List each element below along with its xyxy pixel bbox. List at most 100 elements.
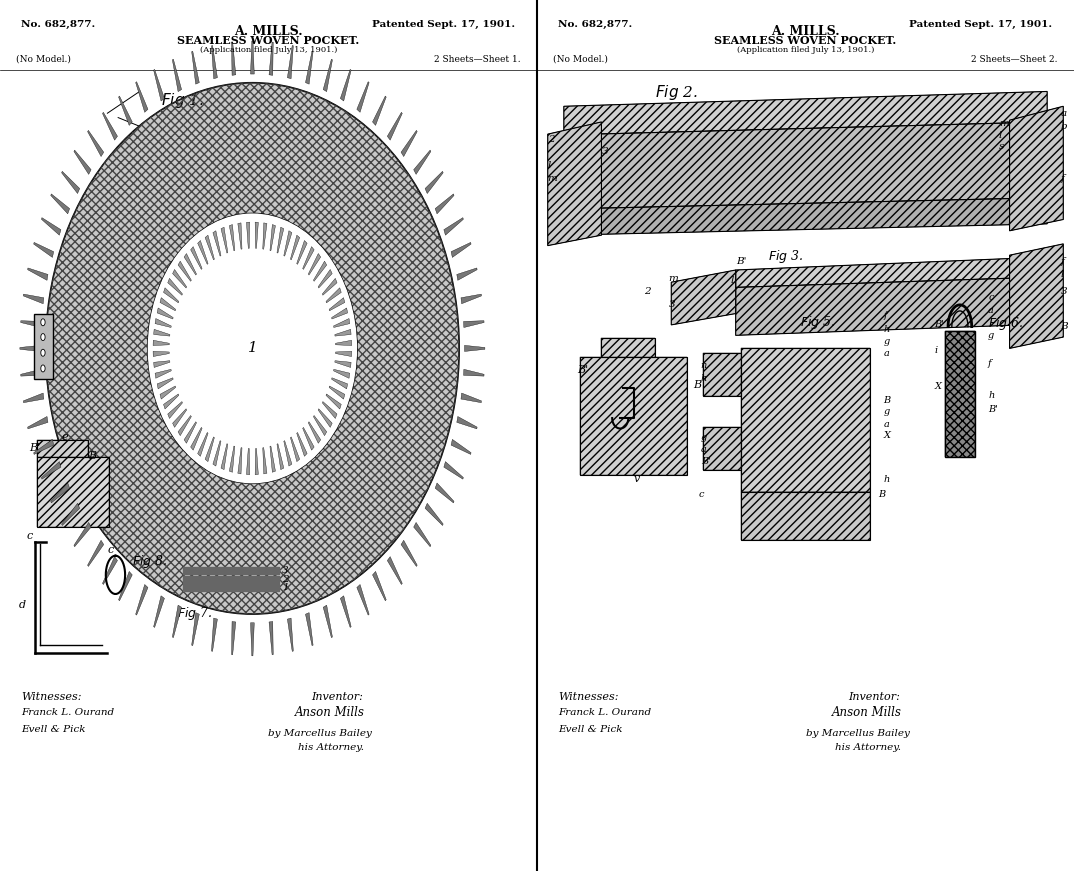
Polygon shape <box>213 441 221 466</box>
Polygon shape <box>154 329 170 336</box>
Text: f: f <box>1060 257 1064 266</box>
Polygon shape <box>232 621 236 655</box>
Text: his Attorney.: his Attorney. <box>285 743 364 752</box>
Polygon shape <box>102 557 117 584</box>
Polygon shape <box>340 70 351 101</box>
Polygon shape <box>163 287 178 303</box>
Polygon shape <box>461 393 481 402</box>
Polygon shape <box>322 279 337 295</box>
Polygon shape <box>451 242 471 258</box>
Polygon shape <box>50 194 70 214</box>
Polygon shape <box>154 341 170 346</box>
Polygon shape <box>401 540 417 566</box>
Text: by Marcellus Bailey: by Marcellus Bailey <box>268 729 373 738</box>
Polygon shape <box>435 194 454 214</box>
Polygon shape <box>232 42 236 76</box>
Text: 2 Sheets—Sheet 1.: 2 Sheets—Sheet 1. <box>434 55 521 64</box>
Polygon shape <box>464 321 484 327</box>
Polygon shape <box>548 122 601 246</box>
Polygon shape <box>332 378 348 388</box>
Polygon shape <box>357 82 369 112</box>
Bar <box>34 314 53 379</box>
Text: g: g <box>700 433 707 442</box>
Text: Evell & Pick: Evell & Pick <box>558 726 623 734</box>
Polygon shape <box>314 261 326 281</box>
Polygon shape <box>263 448 267 474</box>
Text: v: v <box>634 474 640 484</box>
Polygon shape <box>198 240 208 264</box>
Polygon shape <box>154 596 164 627</box>
Text: $\mathit{Fig}$ 5.: $\mathit{Fig}$ 5. <box>800 314 836 331</box>
Text: 2 Sheets—Sheet 2.: 2 Sheets—Sheet 2. <box>971 55 1058 64</box>
Polygon shape <box>288 618 293 652</box>
Polygon shape <box>413 523 431 547</box>
Polygon shape <box>425 503 444 525</box>
Text: l: l <box>548 161 551 170</box>
Text: 2: 2 <box>644 287 651 296</box>
Bar <box>37 440 88 457</box>
Polygon shape <box>373 96 387 125</box>
Polygon shape <box>388 557 403 584</box>
Polygon shape <box>205 437 215 462</box>
Text: a: a <box>1060 109 1066 118</box>
Polygon shape <box>1010 244 1063 348</box>
Text: g: g <box>883 408 889 416</box>
Polygon shape <box>135 584 148 615</box>
Polygon shape <box>74 523 91 547</box>
Text: Franck L. Ourand: Franck L. Ourand <box>21 708 115 717</box>
Polygon shape <box>290 235 300 260</box>
Text: 3: 3 <box>281 566 289 575</box>
Circle shape <box>41 319 45 326</box>
Polygon shape <box>736 277 1047 335</box>
Text: B: B <box>883 396 890 405</box>
Polygon shape <box>213 231 221 256</box>
Text: Witnesses:: Witnesses: <box>21 692 82 702</box>
Polygon shape <box>50 483 70 503</box>
Text: B: B <box>1060 322 1069 331</box>
Polygon shape <box>303 246 315 269</box>
Polygon shape <box>326 287 342 303</box>
Text: c: c <box>27 530 33 541</box>
Polygon shape <box>160 386 176 399</box>
Text: Witnesses:: Witnesses: <box>558 692 619 702</box>
Polygon shape <box>277 443 284 469</box>
Polygon shape <box>314 415 326 436</box>
Text: B: B <box>693 380 701 390</box>
Text: Patented Sept. 17, 1901.: Patented Sept. 17, 1901. <box>910 20 1053 29</box>
Polygon shape <box>332 308 348 319</box>
Polygon shape <box>564 198 1047 235</box>
Polygon shape <box>334 369 350 378</box>
Polygon shape <box>33 439 54 455</box>
Circle shape <box>41 334 45 341</box>
Text: a: a <box>883 349 889 358</box>
Text: Patented Sept. 17, 1901.: Patented Sept. 17, 1901. <box>373 20 516 29</box>
Polygon shape <box>178 261 191 281</box>
Polygon shape <box>237 223 242 249</box>
Polygon shape <box>172 59 182 91</box>
Polygon shape <box>290 437 300 462</box>
Polygon shape <box>88 131 104 157</box>
Polygon shape <box>335 341 351 346</box>
Text: SEAMLESS WOVEN POCKET.: SEAMLESS WOVEN POCKET. <box>177 36 360 46</box>
Text: $\mathit{Fig}$ 4.: $\mathit{Fig}$ 4. <box>601 338 637 355</box>
Polygon shape <box>173 269 187 288</box>
Text: his Attorney.: his Attorney. <box>822 743 901 752</box>
Text: B': B' <box>700 457 711 466</box>
Polygon shape <box>24 294 44 304</box>
Polygon shape <box>401 131 417 157</box>
Text: s: s <box>999 142 1004 151</box>
Polygon shape <box>308 253 321 275</box>
Text: B': B' <box>934 320 944 328</box>
Text: Inventor:: Inventor: <box>311 692 363 702</box>
Polygon shape <box>246 449 249 475</box>
Polygon shape <box>88 540 104 566</box>
Polygon shape <box>323 59 333 91</box>
Text: (Application filed July 13, 1901.): (Application filed July 13, 1901.) <box>200 45 337 54</box>
Text: f: f <box>883 311 887 320</box>
Text: h: h <box>700 374 707 382</box>
Text: (No Model.): (No Model.) <box>16 55 71 64</box>
Text: $\mathit{Fig}$ 8.: $\mathit{Fig}$ 8. <box>131 553 166 571</box>
Polygon shape <box>172 605 182 638</box>
Text: B: B <box>88 451 97 462</box>
Polygon shape <box>736 257 1047 287</box>
